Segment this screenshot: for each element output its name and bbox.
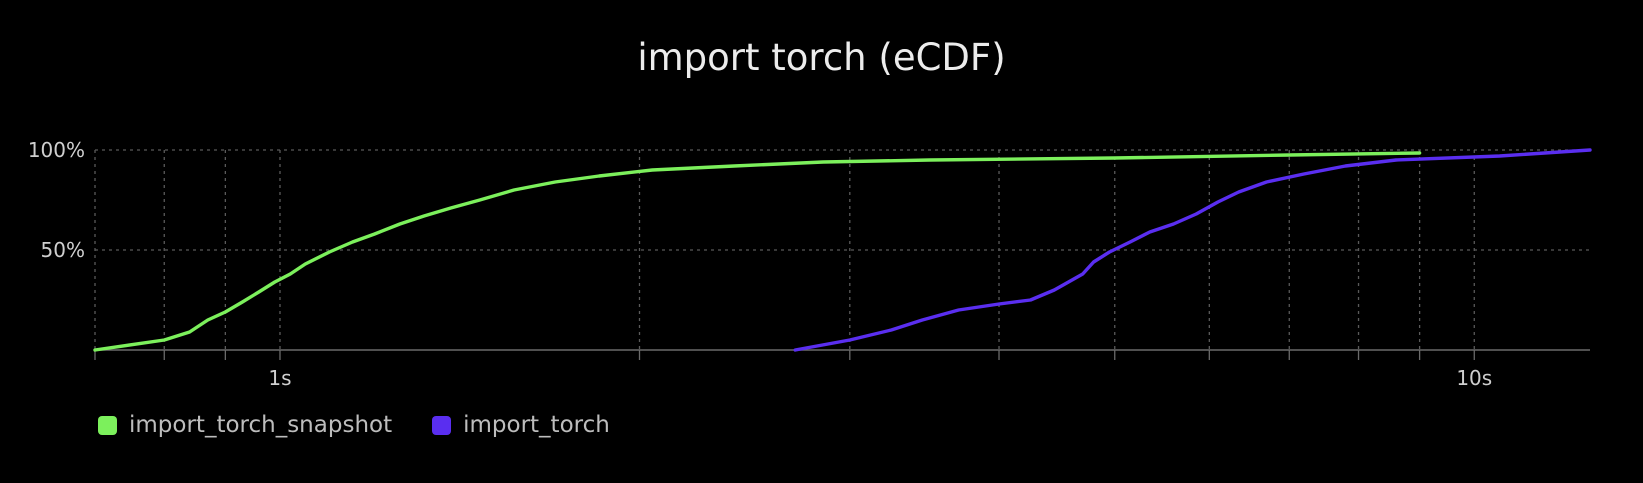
chart-title: import torch (eCDF) bbox=[637, 36, 1006, 79]
legend-swatch-import-torch bbox=[432, 415, 452, 435]
y-tick-label: 50% bbox=[41, 238, 85, 262]
legend-item-import-torch-snapshot[interactable]: import_torch_snapshot bbox=[98, 412, 392, 438]
x-tick-label: 1s bbox=[268, 366, 291, 390]
tick-label-layer: 50% 100% 1s 10s bbox=[28, 138, 1492, 390]
legend-label-import-torch: import_torch bbox=[463, 412, 610, 438]
series-layer bbox=[93, 148, 1592, 352]
grid-layer bbox=[94, 149, 1590, 350]
series-line-import-torch bbox=[793, 148, 1592, 352]
legend-swatch-import-torch-snapshot bbox=[98, 415, 117, 435]
axis-layer bbox=[94, 349, 1590, 360]
x-tick-label: 10s bbox=[1456, 366, 1492, 390]
y-tick-label: 100% bbox=[28, 138, 85, 162]
legend-item-import-torch[interactable]: import_torch bbox=[432, 412, 610, 438]
legend-label-import-torch-snapshot: import_torch_snapshot bbox=[129, 412, 393, 438]
legend: import_torch_snapshot import_torch bbox=[98, 412, 610, 438]
series-line-import-torch-snapshot bbox=[93, 151, 1422, 352]
